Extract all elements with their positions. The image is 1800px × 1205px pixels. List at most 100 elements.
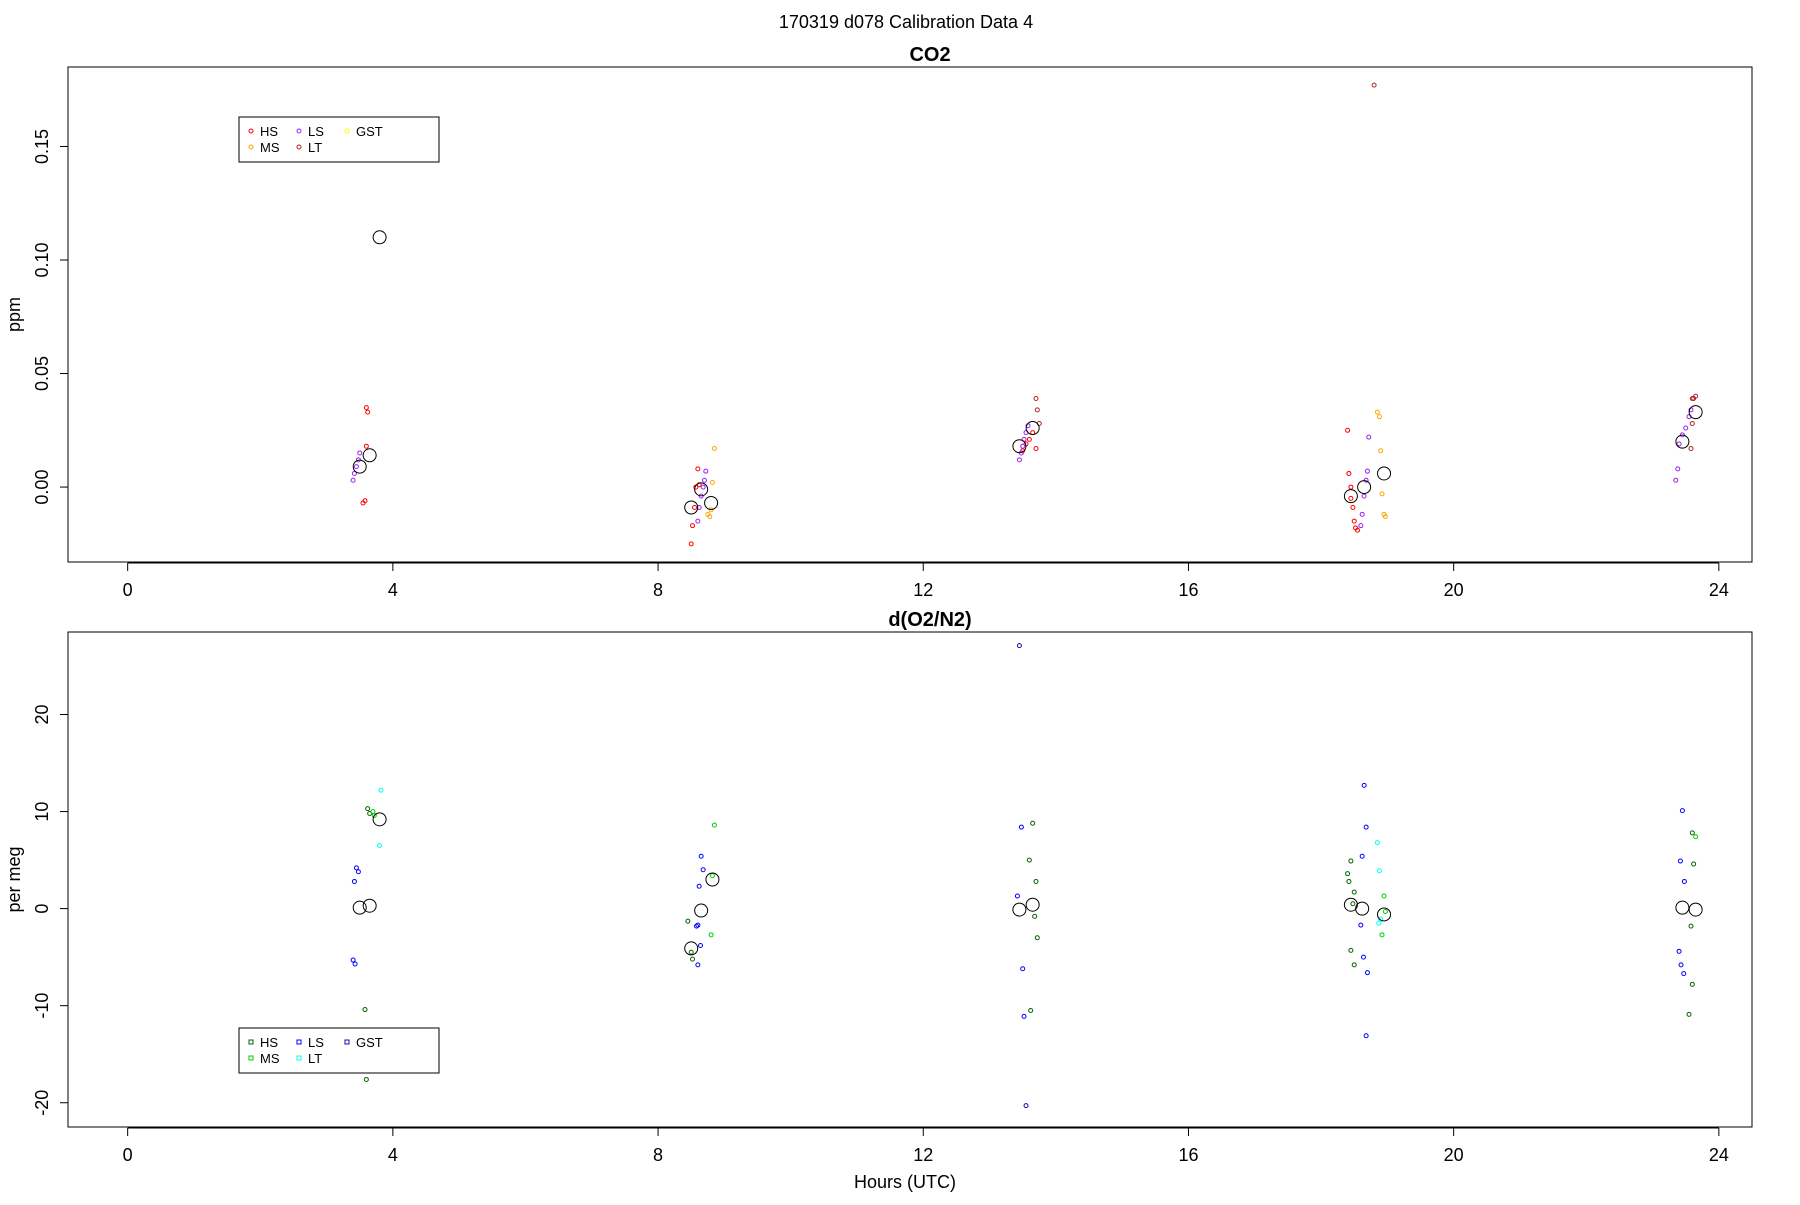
data-point bbox=[1348, 484, 1354, 490]
data-point bbox=[1364, 970, 1370, 976]
data-point bbox=[1033, 878, 1039, 884]
data-point bbox=[1030, 820, 1036, 826]
data-point bbox=[700, 484, 706, 490]
y-tick-label: 10 bbox=[32, 802, 52, 822]
data-point bbox=[709, 873, 715, 879]
data-point bbox=[1016, 643, 1022, 649]
data-point bbox=[688, 949, 694, 955]
data-point bbox=[351, 878, 357, 884]
y-axis-label: per meg bbox=[4, 846, 24, 912]
data-point bbox=[1359, 511, 1365, 517]
series-ls bbox=[350, 407, 1694, 529]
data-point bbox=[1021, 1013, 1027, 1019]
data-point bbox=[360, 500, 366, 506]
series-lt bbox=[377, 787, 1384, 926]
data-point bbox=[1689, 981, 1695, 987]
data-point bbox=[353, 464, 359, 470]
data-point bbox=[1676, 948, 1682, 954]
y-tick-label: 0.15 bbox=[32, 129, 52, 164]
data-point bbox=[690, 956, 696, 962]
data-point bbox=[1379, 491, 1385, 497]
data-point bbox=[1378, 916, 1384, 922]
data-point bbox=[353, 865, 359, 871]
data-point bbox=[365, 409, 371, 415]
data-point bbox=[695, 518, 701, 524]
data-point bbox=[355, 869, 361, 875]
data-point bbox=[1683, 425, 1689, 431]
data-point bbox=[1032, 913, 1038, 919]
data-point bbox=[1371, 82, 1377, 88]
series-lt bbox=[1033, 82, 1699, 451]
panel-o2n2: d(O2/N2) 0 4 8 12 16 20 24 -20 -10 0 10 20 per meg Hou… bbox=[4, 609, 1753, 1192]
data-point bbox=[1382, 909, 1388, 915]
legend-marker bbox=[344, 1039, 350, 1045]
data-point bbox=[1358, 523, 1364, 529]
data-point bbox=[708, 932, 714, 938]
x-tick-label: 16 bbox=[1178, 580, 1198, 600]
x-tick-label: 20 bbox=[1444, 1145, 1464, 1165]
series-mean bbox=[352, 230, 1703, 515]
data-point bbox=[707, 514, 713, 520]
mean-point bbox=[1012, 439, 1027, 454]
data-point bbox=[695, 962, 701, 968]
data-point bbox=[1020, 966, 1026, 972]
series-mean bbox=[352, 812, 1703, 956]
x-tick-label: 24 bbox=[1709, 580, 1729, 600]
legend-label: HS bbox=[260, 124, 278, 139]
data-point bbox=[1688, 923, 1694, 929]
data-point bbox=[1359, 853, 1365, 859]
legend-label: HS bbox=[260, 1035, 278, 1050]
data-point bbox=[1673, 477, 1679, 483]
y-tick-label: 0 bbox=[32, 904, 52, 914]
legend-label: LS bbox=[308, 1035, 324, 1050]
data-point bbox=[1350, 901, 1356, 907]
data-point bbox=[1026, 857, 1032, 863]
mean-point bbox=[1377, 466, 1392, 481]
mean-point bbox=[352, 900, 367, 915]
legend-label: LS bbox=[308, 124, 324, 139]
data-point bbox=[1348, 858, 1354, 864]
mean-point bbox=[362, 898, 377, 913]
mean-point bbox=[1688, 405, 1703, 420]
data-point bbox=[1688, 445, 1694, 451]
data-point bbox=[1020, 443, 1026, 449]
data-point bbox=[1360, 954, 1366, 960]
mean-point bbox=[372, 812, 387, 827]
data-point bbox=[363, 443, 369, 449]
data-point bbox=[1382, 514, 1388, 520]
data-point bbox=[1014, 893, 1020, 899]
data-point bbox=[1681, 971, 1687, 977]
data-point bbox=[1681, 878, 1687, 884]
data-point bbox=[708, 507, 714, 513]
x-tick-label: 16 bbox=[1178, 1145, 1198, 1165]
data-point bbox=[352, 961, 358, 967]
legend-marker bbox=[296, 1055, 302, 1061]
data-point bbox=[1345, 427, 1351, 433]
legend-marker bbox=[296, 144, 302, 150]
legend-marker bbox=[248, 128, 254, 134]
data-point bbox=[1376, 868, 1382, 874]
data-point bbox=[1350, 505, 1356, 511]
data-point bbox=[1345, 871, 1351, 877]
data-point bbox=[1693, 393, 1699, 399]
data-point bbox=[1376, 920, 1382, 926]
data-point bbox=[709, 480, 715, 486]
series-ms bbox=[370, 809, 1699, 938]
mean-point bbox=[1025, 421, 1040, 436]
data-point bbox=[1346, 470, 1352, 476]
mean-point bbox=[684, 941, 699, 956]
data-point bbox=[1348, 947, 1354, 953]
data-point bbox=[1379, 932, 1385, 938]
data-point bbox=[1351, 889, 1357, 895]
mean-point bbox=[352, 459, 367, 474]
legend-box bbox=[238, 116, 440, 163]
data-point bbox=[690, 523, 696, 529]
data-point bbox=[1355, 527, 1361, 533]
data-point bbox=[1374, 840, 1380, 846]
data-point bbox=[711, 822, 717, 828]
series-ms bbox=[705, 409, 1388, 520]
data-point bbox=[703, 468, 709, 474]
